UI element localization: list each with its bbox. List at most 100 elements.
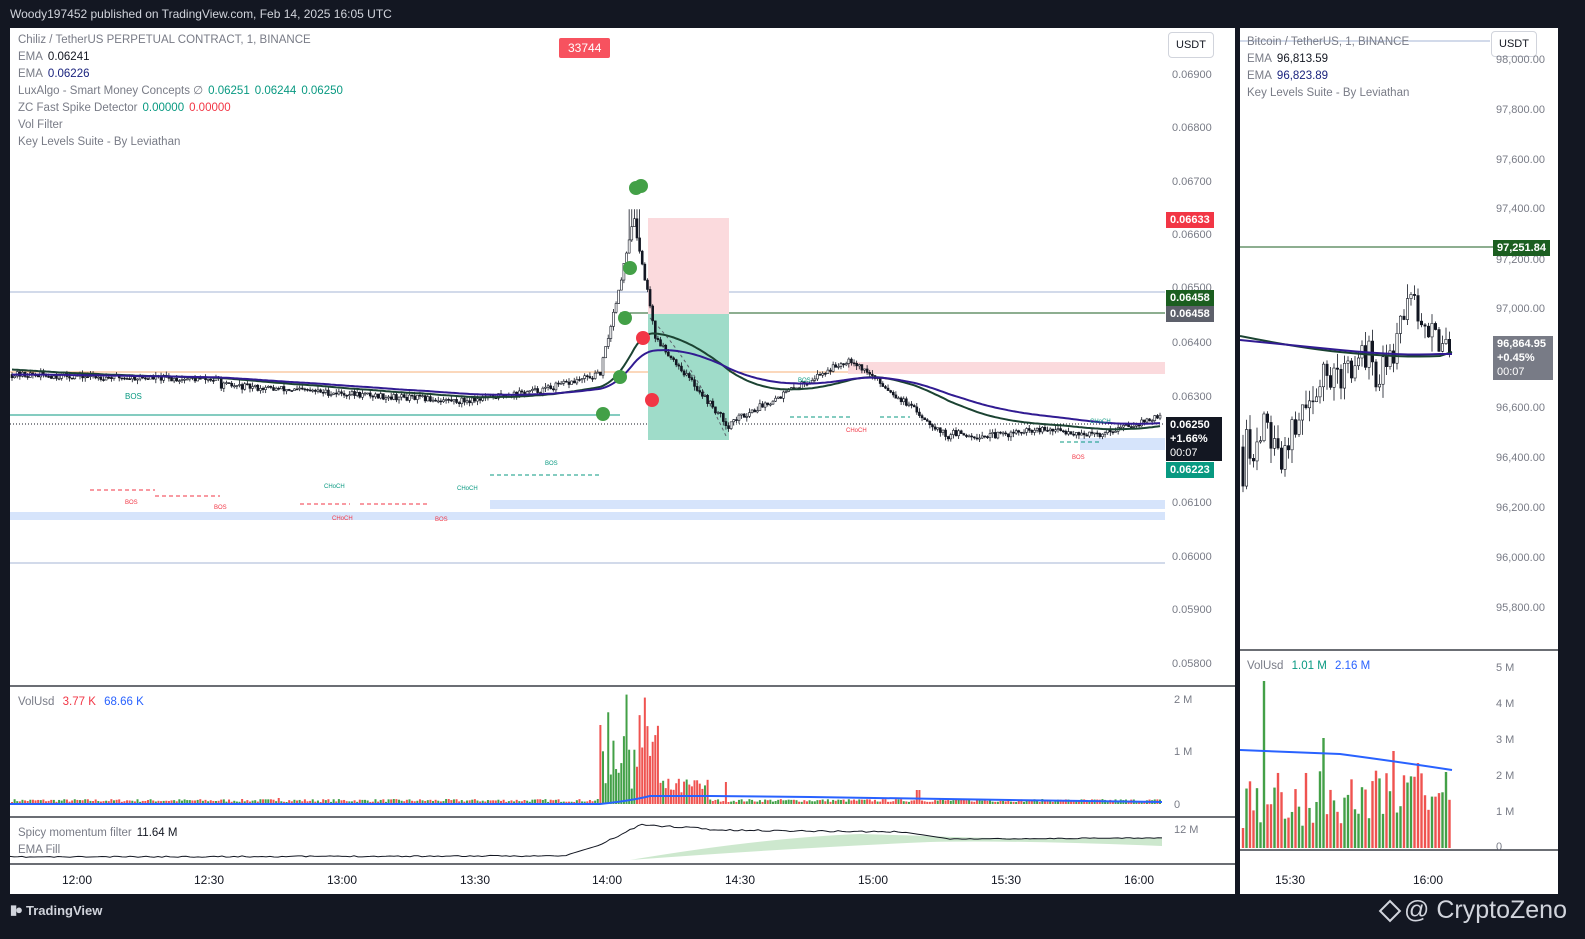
candle-body — [593, 372, 597, 379]
volume-bar — [873, 799, 876, 804]
volume-bar — [186, 800, 189, 804]
volume-bar — [858, 799, 861, 804]
candle-body — [674, 359, 678, 366]
candle-body — [719, 412, 722, 414]
volume-bar — [16, 801, 19, 804]
btc-symbol-title[interactable]: Bitcoin / TetherUS, 1, BINANCE — [1247, 36, 1410, 48]
btc-volume-bar — [1301, 825, 1304, 848]
candle-body — [701, 391, 704, 397]
volume-bar — [994, 801, 997, 804]
candle-body — [128, 378, 131, 380]
btc-last-price: 96,864.95 — [1497, 338, 1546, 350]
indicator-row[interactable]: EMA 96,823.89 — [1247, 68, 1409, 85]
candle-body — [886, 387, 890, 391]
btc-currency-button[interactable]: USDT — [1491, 31, 1537, 57]
btc-legend: Bitcoin / TetherUS, 1, BINANCE EMA 96,813… — [1247, 34, 1409, 102]
indicator-row[interactable]: Vol Filter — [18, 117, 343, 134]
price-axis-label: 0.06700 — [1172, 176, 1212, 188]
volume-bar — [505, 801, 508, 804]
spike-signal-dot — [618, 311, 632, 325]
candle-body — [591, 377, 594, 380]
btc-chart-panel[interactable]: Bitcoin / TetherUS, 1, BINANCE EMA 96,813… — [1240, 28, 1558, 894]
btc-candle-body — [1448, 338, 1452, 354]
volume-bar — [960, 799, 963, 804]
volume-bar — [225, 801, 228, 804]
indicator-row[interactable]: EMA 96,813.59 — [1247, 51, 1409, 68]
volume-axis-label: 1 M — [1174, 746, 1193, 758]
volume-bar — [649, 755, 652, 804]
symbol-title[interactable]: Chiliz / TetherUS PERPETUAL CONTRACT, 1,… — [18, 34, 311, 46]
btc-price-axis-label: 95,800.00 — [1496, 602, 1545, 614]
candle-body — [912, 405, 916, 408]
volume-bar — [915, 790, 918, 804]
candle-body — [748, 412, 751, 417]
btc-candle-body — [1269, 422, 1273, 449]
alert-count-badge[interactable]: 33744 — [559, 38, 611, 58]
volume-bar — [923, 801, 926, 804]
candle-body — [264, 387, 267, 390]
btc-candle-body — [1308, 400, 1312, 409]
volume-bar — [905, 801, 908, 804]
btc-chart-canvas[interactable] — [1240, 28, 1558, 894]
volume-bar — [520, 801, 523, 804]
candle-body — [839, 363, 843, 367]
btc-volume-value-current: 1.01 M — [1291, 660, 1327, 672]
candle-body — [340, 391, 343, 394]
indicator-value: 0.06241 — [47, 51, 90, 63]
volume-title[interactable]: VolUsd — [18, 696, 55, 708]
volume-bar — [792, 799, 795, 804]
indicator-name: EMA — [18, 51, 43, 63]
btc-candle-body — [1265, 413, 1269, 423]
btc-price-tag-level: 97,251.84 — [1493, 240, 1550, 256]
candle-body — [261, 387, 265, 390]
volume-bar — [55, 801, 58, 804]
candle-body — [1033, 429, 1036, 433]
candle-body — [447, 399, 451, 401]
indicator-row[interactable]: LuxAlgo - Smart Money Concepts ∅ 0.06251 0… — [18, 83, 343, 100]
candle-body — [1059, 428, 1062, 432]
volume-bar — [327, 799, 330, 804]
indicator-row[interactable]: Key Levels Suite - By Leviathan — [18, 134, 343, 151]
candle-body — [358, 392, 362, 398]
candle-body — [842, 363, 845, 366]
currency-button[interactable]: USDT — [1168, 32, 1214, 58]
volume-bar — [983, 800, 986, 804]
volume-bar — [84, 799, 87, 804]
volume-bar — [489, 800, 492, 804]
indicator-value: 96,813.59 — [1276, 53, 1329, 65]
candle-body — [850, 358, 853, 364]
price-tag-red: 0.06633 — [1166, 212, 1214, 228]
volume-bar — [892, 801, 895, 804]
volume-bar — [217, 800, 220, 804]
momentum-title[interactable]: Spicy momentum filter — [18, 827, 132, 839]
chiliz-chart-panel[interactable]: BOS BOS BOS BOS CHoCH CHoCH CHoCH BOS BOS CHoCH CH… — [10, 28, 1235, 894]
candle-body — [253, 384, 257, 387]
volume-bar — [136, 799, 139, 804]
volume-bar — [1077, 801, 1080, 804]
btc-volume-bar — [1441, 792, 1444, 848]
candle-body — [410, 394, 414, 397]
candle-body — [397, 396, 401, 401]
indicator-row[interactable]: Key Levels Suite - By Leviathan — [1247, 85, 1409, 102]
indicator-row[interactable]: ZC Fast Spike Detector 0.00000 0.00000 — [18, 100, 343, 117]
chiliz-chart-canvas[interactable]: BOS BOS BOS BOS CHoCH CHoCH CHoCH BOS BOS CHoCH CH… — [10, 28, 1235, 894]
indicator-row[interactable]: EMA 0.06226 — [18, 66, 343, 83]
volume-bar — [353, 800, 356, 804]
btc-candle-body — [1420, 320, 1424, 326]
volume-bar — [494, 800, 497, 804]
btc-volume-title[interactable]: VolUsd — [1247, 660, 1284, 672]
btc-countdown: 00:07 — [1497, 366, 1525, 378]
volume-bar — [1070, 801, 1073, 804]
volume-bar — [884, 799, 887, 804]
tradingview-logo[interactable]: ▮● TradingView — [10, 902, 102, 918]
volume-bar — [787, 799, 790, 804]
ema-slow-line — [12, 349, 1161, 425]
volume-bar — [243, 801, 246, 804]
volume-bar — [275, 801, 278, 804]
candle-body — [716, 412, 720, 414]
candle-body — [311, 389, 315, 392]
volume-bar — [578, 799, 581, 804]
indicator-row[interactable]: EMA 0.06241 — [18, 49, 343, 66]
volume-bar — [47, 800, 50, 804]
candle-body — [565, 380, 568, 383]
